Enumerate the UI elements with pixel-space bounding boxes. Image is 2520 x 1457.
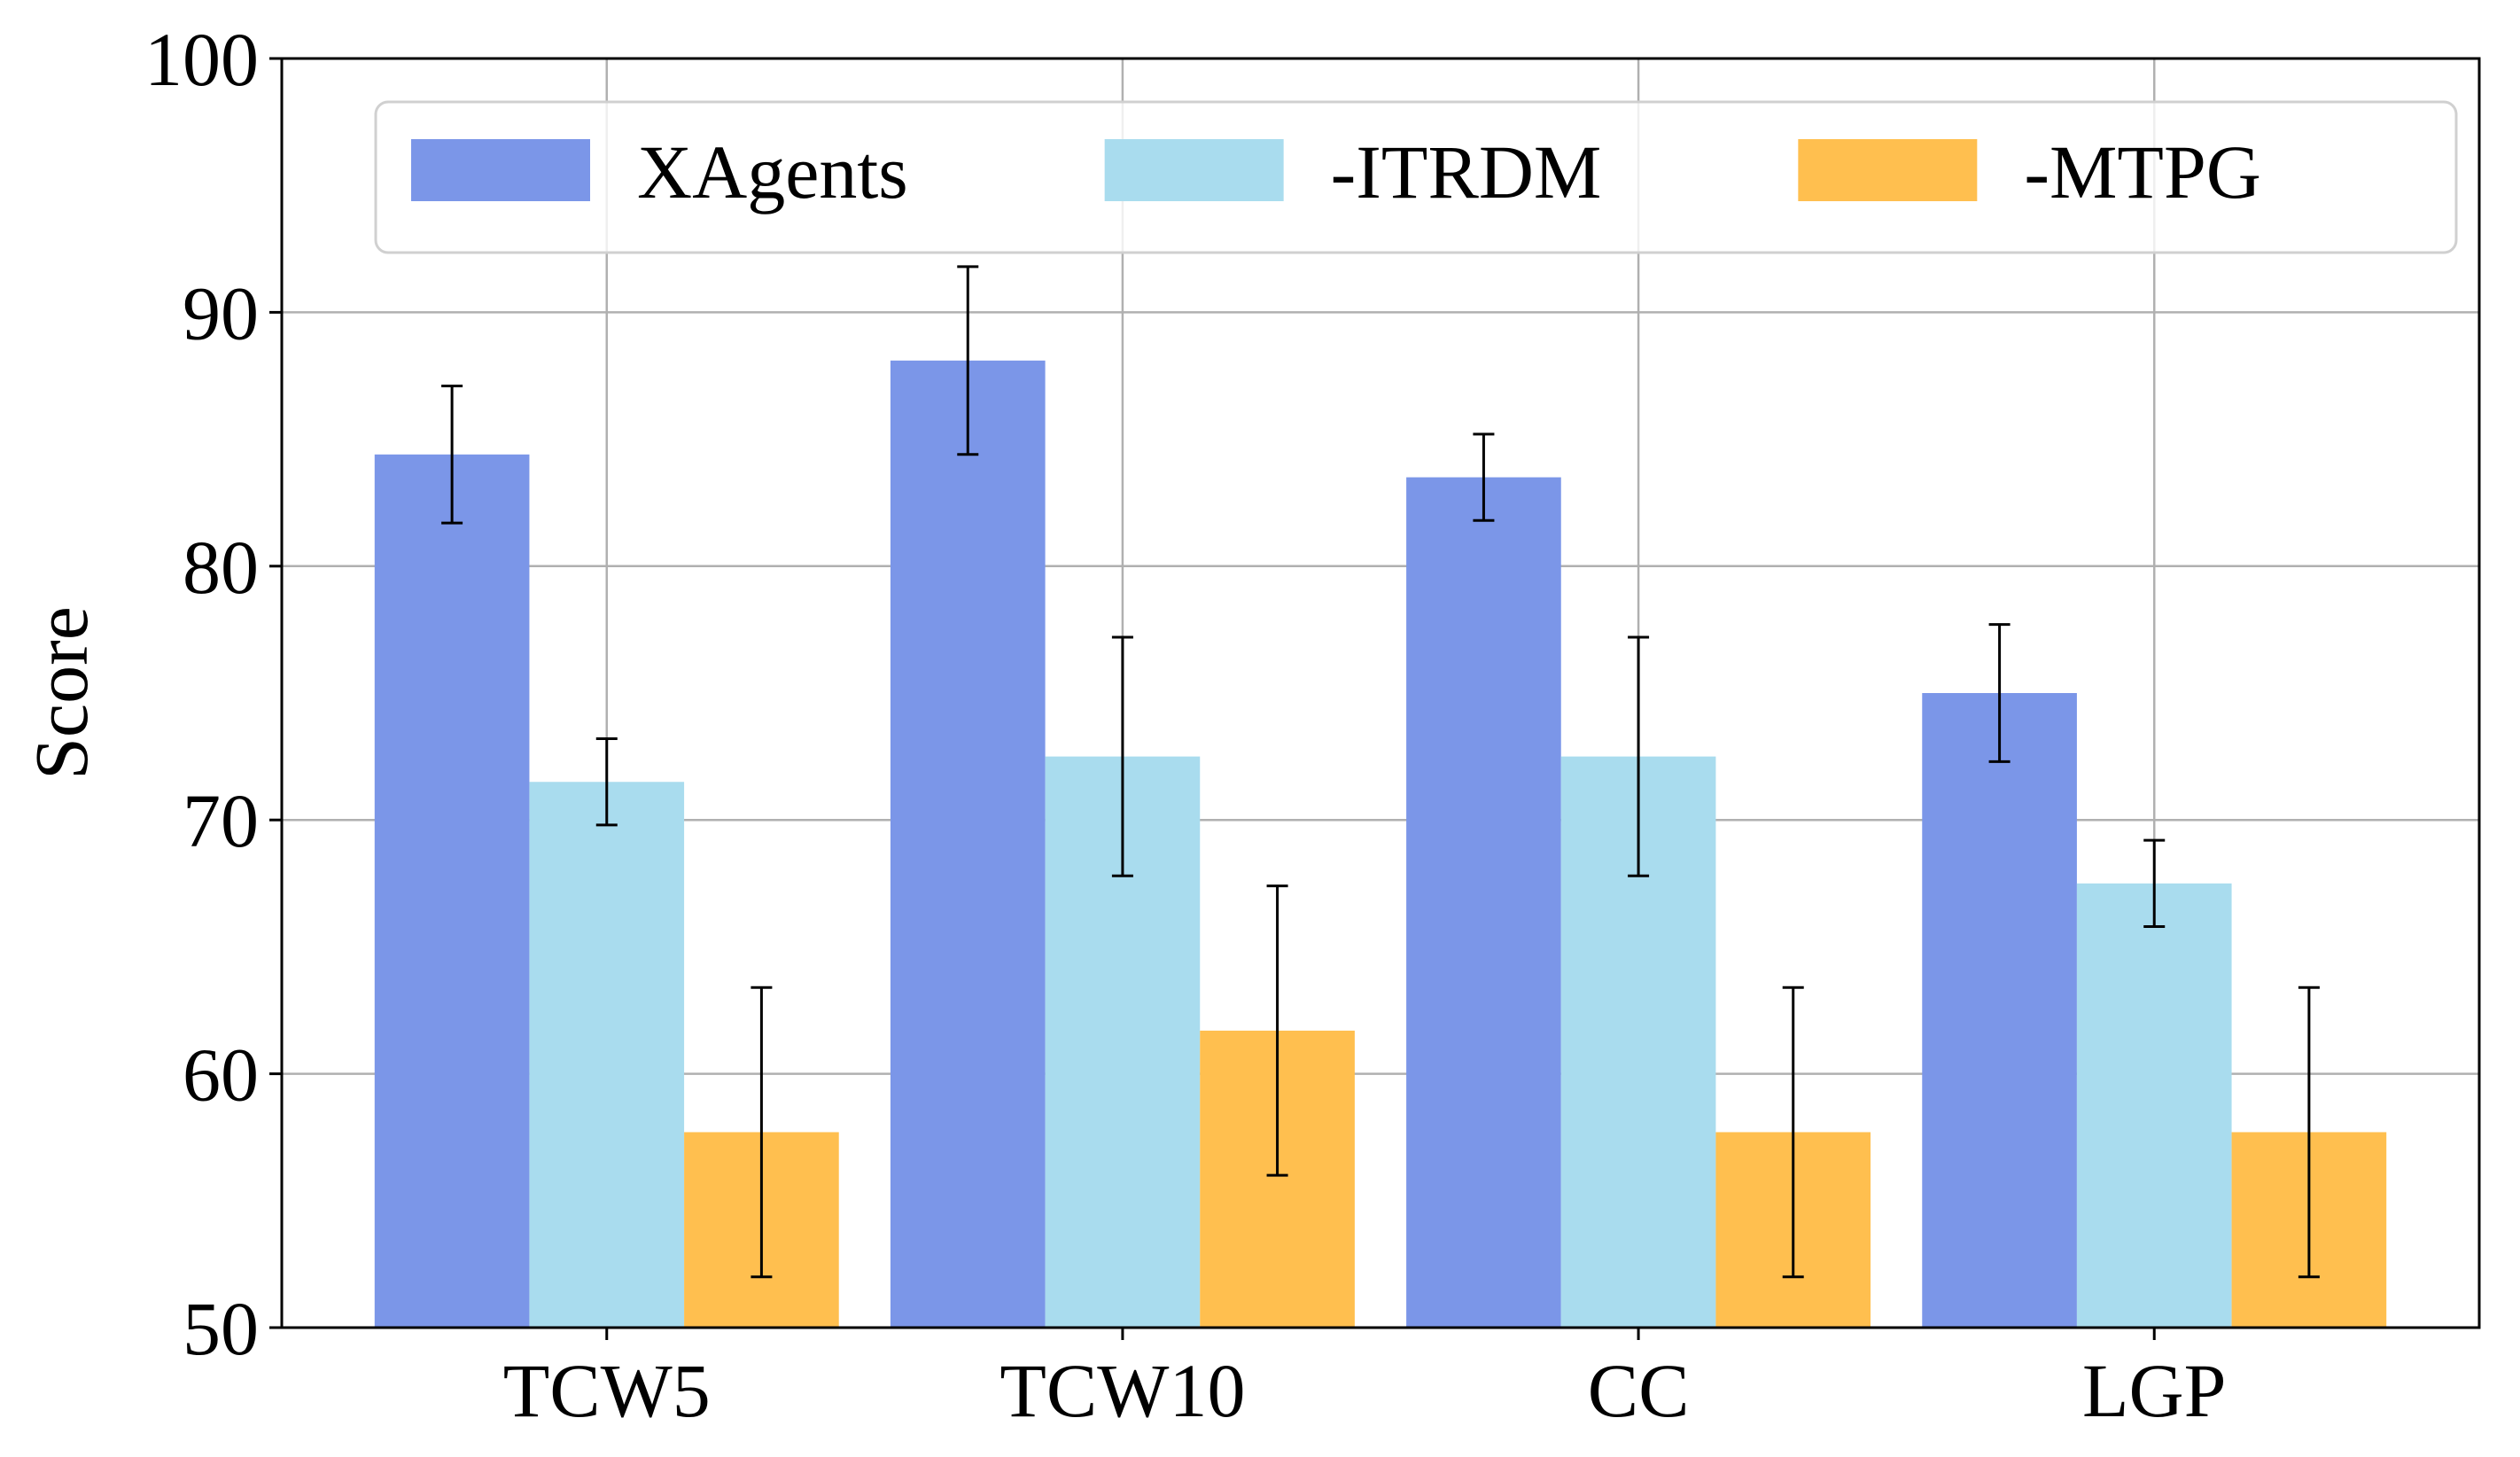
y-axis-ticks: 50 60 70 80 90 100 <box>144 17 282 1371</box>
bar <box>374 454 530 1328</box>
y-tick-label: 60 <box>183 1032 259 1118</box>
x-tick-label: TCW10 <box>999 1348 1245 1433</box>
x-axis-ticks: TCW5 TCW10 CC LGP <box>503 1328 2226 1433</box>
legend-label: -MTPG <box>2024 129 2261 214</box>
y-axis-label: Score <box>19 606 104 780</box>
bars <box>374 360 2387 1328</box>
bar <box>529 782 685 1328</box>
bar <box>1922 693 2077 1328</box>
plot-frame <box>280 57 2481 1329</box>
bar <box>2076 883 2232 1328</box>
x-tick-label: LGP <box>2082 1348 2226 1433</box>
x-tick-label: TCW5 <box>503 1348 711 1433</box>
y-tick-label: 50 <box>183 1286 259 1371</box>
y-tick-label: 80 <box>183 525 259 610</box>
bar <box>1406 477 1561 1328</box>
legend-label: -ITRDM <box>1331 129 1602 214</box>
legend-swatch <box>1798 139 1978 201</box>
error-bars <box>441 265 2320 1279</box>
legend: XAgents -ITRDM -MTPG <box>374 100 2458 254</box>
bar <box>890 360 1046 1328</box>
y-tick-label: 70 <box>183 778 259 863</box>
x-tick-label: CC <box>1588 1348 1690 1433</box>
legend-label: XAgents <box>637 129 908 214</box>
legend-swatch <box>411 139 590 201</box>
y-tick-label: 90 <box>183 270 259 355</box>
y-tick-label: 100 <box>144 17 259 102</box>
legend-swatch <box>1104 139 1284 201</box>
